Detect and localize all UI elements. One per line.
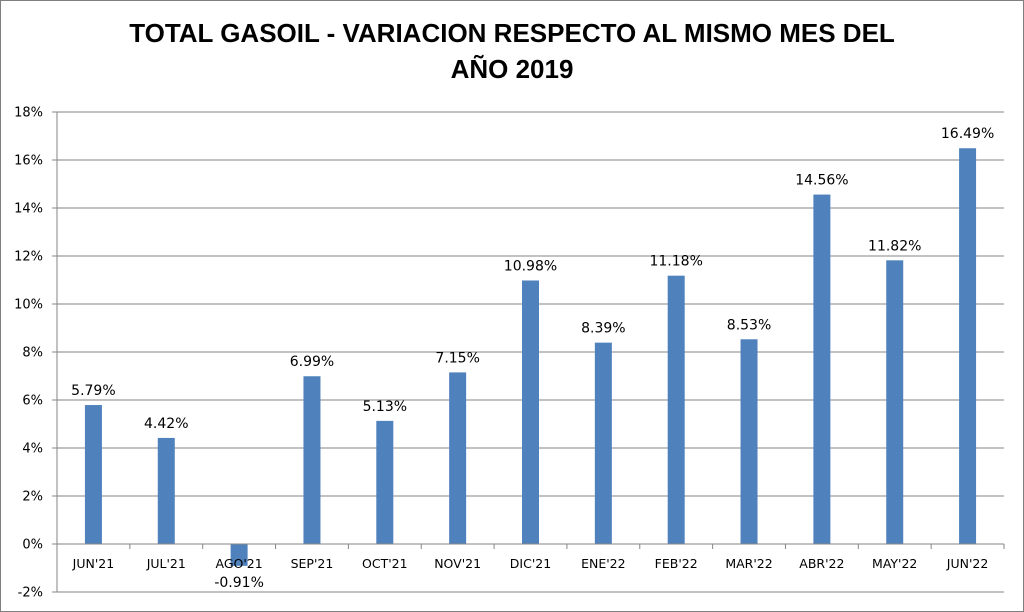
x-tick-label: ENE'22 — [581, 556, 626, 571]
x-tick-label: JUL'21 — [146, 556, 186, 571]
y-tick-label: 16% — [14, 154, 43, 169]
y-tick-label: 18% — [14, 106, 43, 121]
data-label: 6.99% — [290, 354, 334, 370]
data-label: 10.98% — [504, 258, 557, 274]
data-label: 8.39% — [581, 321, 625, 337]
data-label: 5.13% — [363, 399, 407, 415]
x-tick-label: MAR'22 — [725, 556, 772, 571]
y-tick-label: 0% — [22, 538, 43, 553]
bar — [813, 194, 831, 544]
x-tick-label: FEB'22 — [655, 556, 698, 571]
data-label: 4.42% — [144, 416, 188, 432]
bar — [959, 148, 977, 545]
y-tick-label: 4% — [22, 442, 43, 457]
y-tick-label: 6% — [22, 394, 43, 409]
data-label: 14.56% — [795, 173, 848, 189]
x-tick-label: AGO'21 — [216, 556, 263, 571]
y-tick-label: 12% — [14, 250, 43, 265]
x-tick-label: JUN'22 — [946, 556, 989, 571]
y-tick-label: 10% — [14, 298, 43, 313]
data-label: -0.91% — [214, 575, 264, 591]
data-label: 7.15% — [435, 350, 479, 366]
y-tick-label: -2% — [18, 586, 43, 601]
chart-title: TOTAL GASOIL - VARIACION RESPECTO AL MIS… — [1, 15, 1023, 87]
bar — [667, 275, 685, 544]
y-tick-label: 8% — [22, 346, 43, 361]
bar — [376, 420, 394, 544]
data-label: 8.53% — [727, 317, 771, 333]
x-tick-label: NOV'21 — [434, 556, 481, 571]
bar — [740, 339, 758, 544]
bar — [230, 544, 248, 566]
data-label: 11.18% — [649, 254, 702, 270]
chart-title-line-1: TOTAL GASOIL - VARIACION RESPECTO AL MIS… — [129, 18, 895, 48]
x-tick-label: DIC'21 — [510, 556, 551, 571]
x-tick-label: SEP'21 — [291, 556, 334, 571]
x-tick-label: OCT'21 — [362, 556, 408, 571]
bar — [303, 376, 321, 544]
x-tick-label: JUN'21 — [72, 556, 115, 571]
bar — [886, 260, 904, 544]
bar — [157, 437, 175, 544]
bar — [449, 372, 467, 544]
y-tick-label: 2% — [22, 490, 43, 505]
data-label: 11.82% — [868, 238, 921, 254]
bar — [84, 405, 102, 544]
bar — [522, 280, 539, 544]
bar — [594, 342, 612, 544]
y-tick-label: 14% — [14, 202, 43, 217]
x-tick-label: MAY'22 — [872, 556, 917, 571]
chart-title-line-2: AÑO 2019 — [450, 54, 574, 84]
x-tick-label: ABR'22 — [799, 556, 844, 571]
data-label: 16.49% — [941, 126, 994, 142]
data-label: 5.79% — [71, 383, 115, 399]
